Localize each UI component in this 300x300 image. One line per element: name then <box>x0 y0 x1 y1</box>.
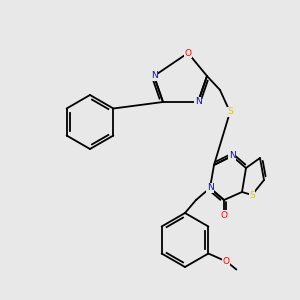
Text: N: N <box>151 71 158 80</box>
Text: O: O <box>223 257 230 266</box>
Text: S: S <box>227 107 233 116</box>
Text: S: S <box>249 190 255 200</box>
Text: N: N <box>229 152 236 160</box>
Text: N: N <box>207 184 213 193</box>
Text: O: O <box>220 211 227 220</box>
Text: O: O <box>184 49 191 58</box>
Text: N: N <box>195 98 201 106</box>
